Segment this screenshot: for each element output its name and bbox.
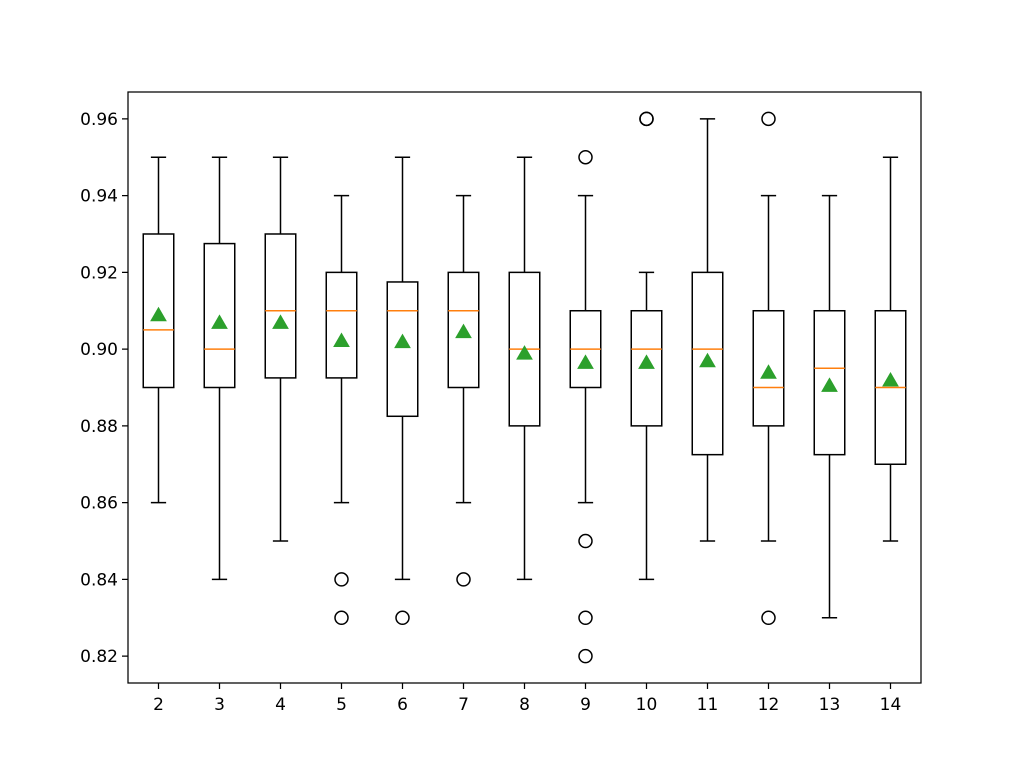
mean-marker <box>760 364 777 379</box>
mean-marker <box>455 323 472 339</box>
x-tick-label: 8 <box>519 695 530 715</box>
x-tick-label: 2 <box>153 695 164 715</box>
y-tick-label: 0.94 <box>80 187 118 207</box>
box-iqr <box>691 271 724 456</box>
flier-point <box>639 111 654 127</box>
flier-point <box>456 572 471 587</box>
y-tick-label: 0.82 <box>80 647 118 667</box>
box-iqr <box>752 309 785 427</box>
flier-point <box>578 610 593 626</box>
mean-marker <box>638 354 655 369</box>
x-tick-label: 3 <box>214 695 225 715</box>
box-group <box>325 194 358 626</box>
x-tick-label: 12 <box>758 695 780 715</box>
mean-marker <box>516 345 533 360</box>
x-axis: 2 3 4 5 6 7 8 9 10 11 12 13 14 <box>153 683 901 715</box>
mean-marker <box>272 314 289 329</box>
box-group <box>630 111 663 581</box>
y-tick-label: 0.86 <box>80 494 118 514</box>
box-group <box>691 118 724 542</box>
mean-marker <box>882 371 899 387</box>
box-iqr <box>813 309 846 456</box>
y-tick-label: 0.88 <box>80 417 118 437</box>
box-iqr <box>630 309 663 427</box>
y-tick-label: 0.84 <box>80 570 118 590</box>
flier-point <box>395 610 410 626</box>
mean-marker <box>577 354 594 369</box>
box-group <box>508 156 541 581</box>
x-tick-label: 5 <box>336 695 347 715</box>
mean-marker <box>211 314 228 329</box>
box-group <box>142 156 175 504</box>
x-tick-label: 9 <box>580 695 591 715</box>
flier-point <box>334 610 349 626</box>
flier-point <box>578 149 593 165</box>
box-group <box>447 194 480 587</box>
x-tick-label: 13 <box>819 695 841 715</box>
flier-point <box>761 111 776 127</box>
y-axis: 0.82 0.84 0.86 0.88 0.90 0.92 0.94 0.96 <box>80 110 128 667</box>
box-group <box>813 194 846 619</box>
x-tick-label: 10 <box>636 695 658 715</box>
x-tick-label: 4 <box>275 695 286 715</box>
boxes-layer <box>142 111 907 664</box>
x-tick-label: 6 <box>397 695 408 715</box>
mean-marker <box>150 306 167 322</box>
x-tick-label: 11 <box>697 695 719 715</box>
box-iqr <box>203 242 236 389</box>
box-iqr <box>264 233 297 379</box>
box-group <box>264 156 297 542</box>
box-group <box>752 111 785 626</box>
flier-point <box>578 533 593 549</box>
plot-frame <box>127 91 922 684</box>
mean-marker <box>333 332 350 347</box>
flier-point <box>578 648 593 664</box>
box-group <box>874 156 907 542</box>
y-tick-label: 0.92 <box>80 263 118 283</box>
box-iqr <box>142 233 175 389</box>
mean-marker <box>699 352 716 368</box>
box-group <box>569 149 602 664</box>
flier-point <box>761 610 776 626</box>
flier-point <box>334 572 349 587</box>
mean-marker <box>394 333 411 349</box>
box-iqr <box>386 281 419 418</box>
box-iqr <box>447 271 480 389</box>
box-group <box>386 156 419 626</box>
x-tick-label: 14 <box>880 695 902 715</box>
y-tick-label: 0.90 <box>80 340 118 360</box>
box-iqr <box>325 271 358 379</box>
y-tick-label: 0.96 <box>80 110 118 130</box>
x-tick-label: 7 <box>458 695 469 715</box>
mean-marker <box>821 377 838 392</box>
box-group <box>203 156 236 581</box>
